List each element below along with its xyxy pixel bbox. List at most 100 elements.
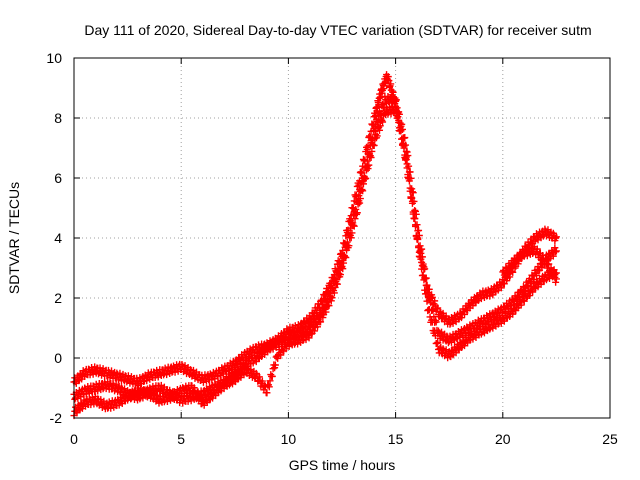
data-point-fill — [407, 193, 415, 201]
data-point-fill — [369, 140, 377, 148]
data-point-fill — [411, 207, 419, 215]
data-point-fill — [255, 354, 263, 362]
x-tick-label: 25 — [602, 431, 618, 447]
data-point-fill — [355, 181, 363, 189]
x-tick-label: 20 — [495, 431, 511, 447]
y-tick-label: -2 — [50, 410, 63, 426]
data-point-fill — [124, 372, 132, 380]
data-point-fill — [89, 397, 97, 405]
data-point-fill — [244, 364, 252, 372]
data-point-fill — [328, 294, 336, 302]
data-point-fill — [398, 141, 406, 149]
data-point-fill — [454, 345, 462, 353]
data-point-fill — [327, 293, 335, 301]
data-point-fill — [422, 290, 430, 298]
data-point-fill — [506, 265, 514, 273]
data-point-fill — [552, 278, 560, 286]
data-point-fill — [348, 229, 356, 237]
x-axis-label: GPS time / hours — [289, 457, 396, 473]
data-point-fill — [428, 318, 436, 326]
data-point-fill — [438, 314, 446, 322]
data-point — [252, 369, 260, 377]
data-point-fill — [322, 308, 330, 316]
data-point-fill — [421, 286, 429, 294]
data-point-fill — [277, 351, 285, 359]
data-point-fill — [378, 117, 386, 125]
data-point-fill — [517, 301, 525, 309]
data-point-fill — [333, 280, 341, 288]
data-point-fill — [408, 188, 416, 196]
data-point-fill — [265, 383, 273, 391]
data-point-fill — [551, 273, 559, 281]
data-point-fill — [526, 279, 534, 287]
data-point-fill — [549, 252, 557, 260]
data-point — [284, 339, 292, 347]
data-point — [263, 389, 271, 397]
data-point-fill — [532, 271, 540, 279]
data-point-fill — [425, 305, 433, 313]
data-point-fill — [471, 298, 479, 306]
data-point — [359, 180, 367, 188]
data-point-fill — [394, 113, 402, 121]
data-point-fill — [497, 284, 505, 292]
data-point — [327, 297, 335, 305]
data-point-fill — [420, 276, 428, 284]
data-point-fill — [406, 184, 414, 192]
data-point-fill — [364, 165, 372, 173]
data-point-fill — [313, 323, 321, 331]
data-point-fill — [171, 368, 179, 376]
data-point-fill — [136, 387, 144, 395]
series-track-4 — [499, 243, 560, 286]
data-point-fill — [258, 377, 266, 385]
data-point-fill — [423, 281, 431, 289]
y-tick-label: 10 — [46, 50, 62, 66]
data-point-fill — [193, 388, 201, 396]
data-point-fill — [115, 401, 123, 409]
data-point-fill — [330, 274, 338, 282]
data-point-fill — [412, 221, 420, 229]
data-point-fill — [376, 126, 384, 134]
grid — [74, 58, 610, 418]
data-point-fill — [552, 248, 560, 256]
data-point-fill — [319, 300, 327, 308]
data-point-fill — [427, 299, 435, 307]
data-point-fill — [486, 325, 494, 333]
data-point-fill — [107, 371, 115, 379]
data-point-fill — [405, 175, 413, 183]
data-point-fill — [549, 248, 557, 256]
y-tick-label: 4 — [54, 230, 62, 246]
data-point-fill — [391, 103, 399, 111]
data-point-fill — [526, 292, 534, 300]
data-point-fill — [412, 232, 420, 240]
data-point-fill — [379, 103, 387, 111]
data-point-fill — [529, 288, 537, 296]
data-point-fill — [305, 334, 313, 342]
data-point-fill — [418, 265, 426, 273]
data-point-fill — [97, 396, 105, 404]
data-point-fill — [208, 390, 216, 398]
data-point-fill — [494, 320, 502, 328]
data-point-fill — [354, 200, 362, 208]
data-point-fill — [408, 185, 416, 193]
series-track-1 — [70, 71, 560, 390]
data-point-fill — [426, 313, 434, 321]
data-point — [542, 254, 550, 262]
data-point-fill — [426, 294, 434, 302]
data-point-fill — [299, 336, 307, 344]
data-point-fill — [436, 308, 444, 316]
data-point-fill — [336, 271, 344, 279]
data-point-fill — [307, 330, 315, 338]
data-point-fill — [169, 394, 177, 402]
x-tick-label: 0 — [70, 431, 78, 447]
series-track-3 — [70, 102, 560, 420]
data-point-fill — [117, 384, 125, 392]
data-point-fill — [319, 314, 327, 322]
data-point-fill — [363, 166, 371, 174]
data-point — [552, 275, 560, 283]
data-point-fill — [340, 259, 348, 267]
data-point-fill — [423, 297, 431, 305]
data-point-fill — [266, 377, 274, 385]
data-point-fill — [353, 209, 361, 217]
data-point-fill — [360, 173, 368, 181]
